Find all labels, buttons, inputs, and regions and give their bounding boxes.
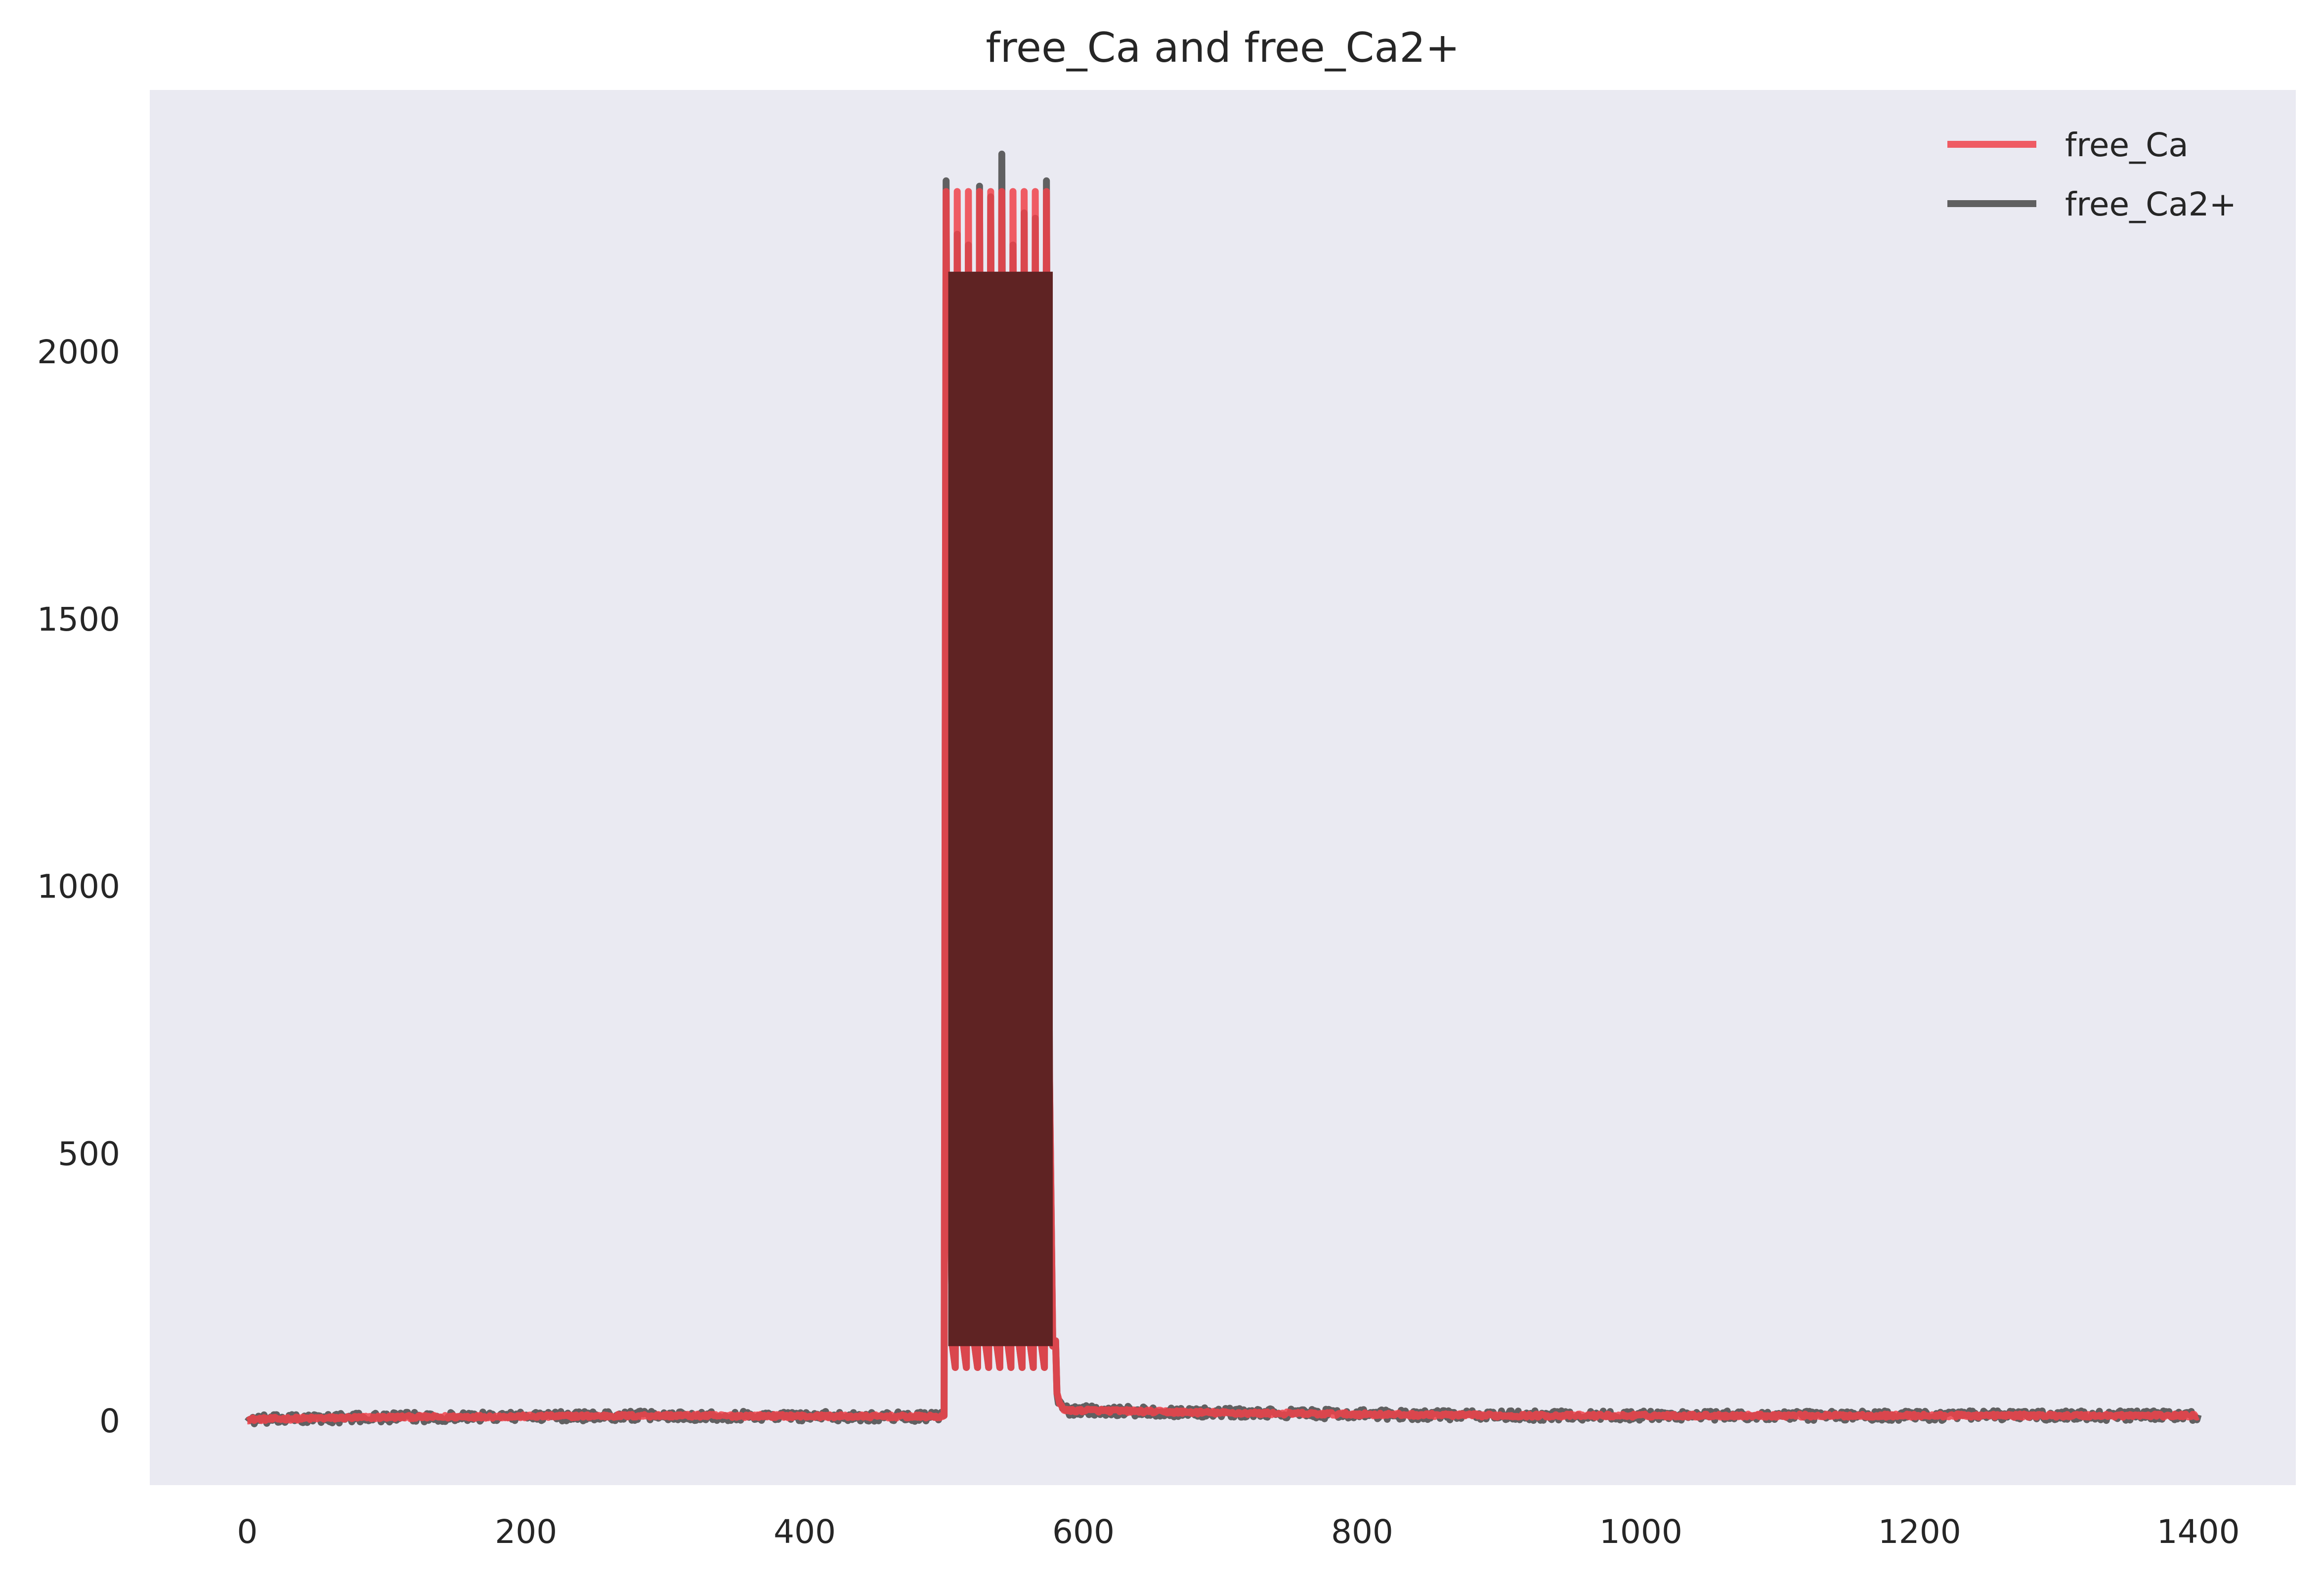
chart-title: free_Ca and free_Ca2+ — [986, 24, 1460, 72]
x-tick-label: 0 — [237, 1513, 258, 1551]
x-axis-ticks: 0 200 400 600 800 1000 1200 1400 — [237, 1513, 2239, 1551]
x-tick-label: 1400 — [2157, 1513, 2240, 1551]
x-tick-label: 400 — [774, 1513, 836, 1551]
y-tick-label: 1000 — [37, 868, 120, 906]
plot-area — [150, 90, 2296, 1485]
x-tick-label: 800 — [1331, 1513, 1393, 1551]
series-line-free-ca — [245, 188, 2200, 1425]
x-tick-label: 200 — [495, 1513, 557, 1551]
y-axis-ticks: 0 500 1000 1500 2000 — [37, 333, 120, 1440]
x-tick-label: 1200 — [1878, 1513, 1961, 1551]
y-tick-label: 500 — [58, 1135, 120, 1173]
legend-label: free_Ca2+ — [2065, 185, 2237, 223]
y-tick-label: 1500 — [37, 600, 120, 639]
legend-label: free_Ca — [2065, 126, 2189, 164]
x-tick-label: 600 — [1052, 1513, 1115, 1551]
burst-overlap — [948, 271, 1053, 1346]
y-tick-label: 2000 — [37, 333, 120, 371]
x-tick-label: 1000 — [1599, 1513, 1682, 1551]
legend: free_Ca free_Ca2+ — [1947, 126, 2237, 223]
series-layer — [244, 150, 2202, 1427]
y-tick-label: 0 — [99, 1402, 120, 1440]
